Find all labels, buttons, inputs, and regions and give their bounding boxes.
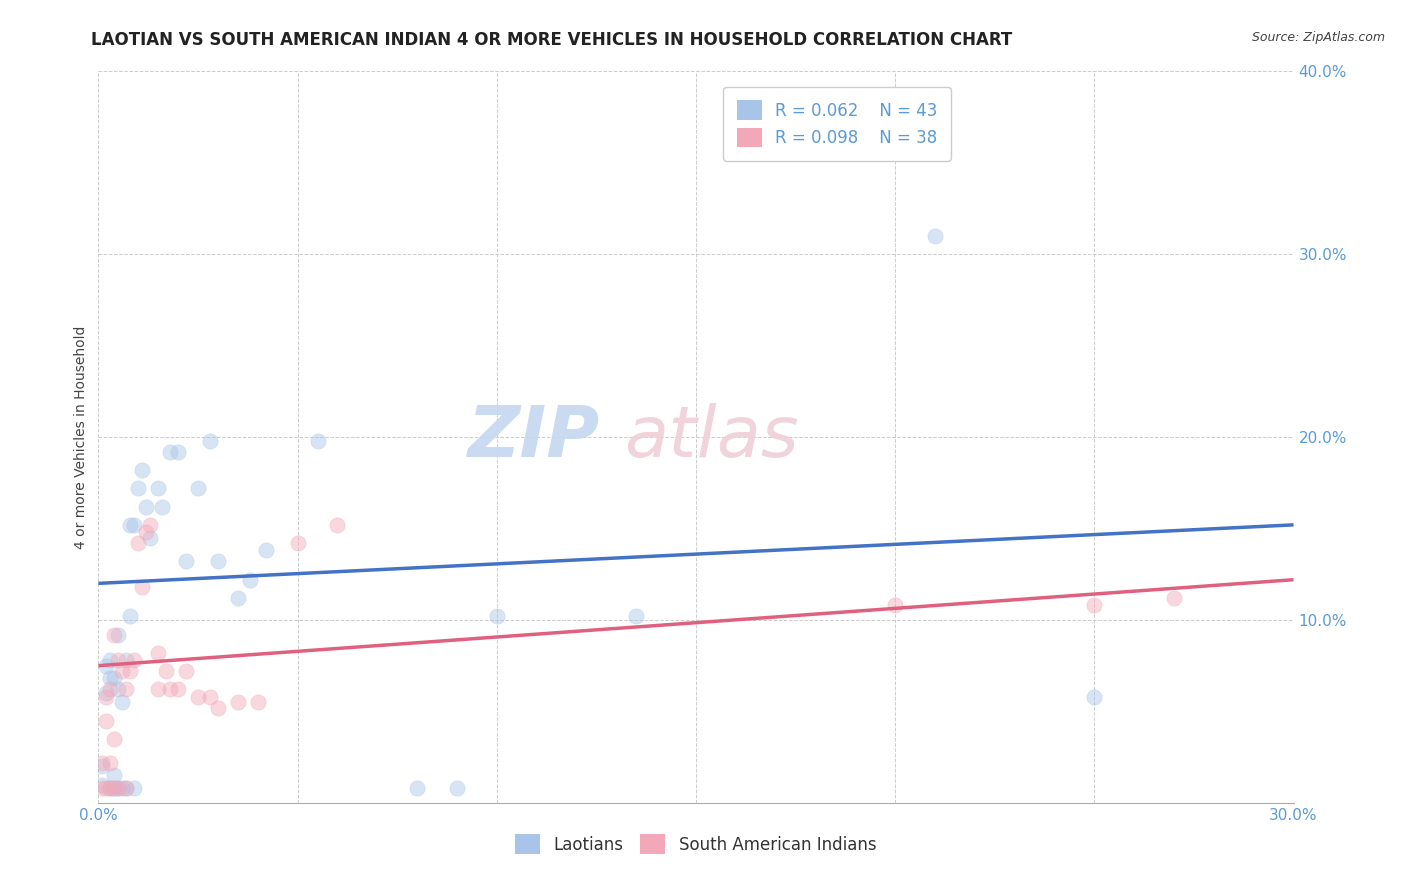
Point	[307, 434, 329, 448]
Point	[127, 481, 149, 495]
Point	[1163, 591, 1185, 605]
Point	[124, 517, 146, 532]
Point	[103, 627, 125, 641]
Point	[124, 653, 146, 667]
Point	[159, 682, 181, 697]
Point	[107, 627, 129, 641]
Y-axis label: 4 or more Vehicles in Household: 4 or more Vehicles in Household	[75, 326, 89, 549]
Point	[98, 781, 122, 796]
Text: atlas: atlas	[624, 402, 799, 472]
Point	[115, 682, 138, 697]
Point	[1083, 599, 1105, 613]
Point	[187, 690, 209, 704]
Point	[96, 781, 118, 796]
Point	[626, 609, 648, 624]
Point	[115, 781, 138, 796]
Point	[96, 714, 118, 728]
Point	[107, 682, 129, 697]
Point	[198, 434, 221, 448]
Point	[226, 591, 249, 605]
Point	[446, 781, 468, 796]
Point	[98, 756, 122, 770]
Point	[207, 700, 229, 714]
Point	[103, 731, 125, 746]
Point	[148, 646, 170, 660]
Point	[98, 781, 122, 796]
Point	[148, 682, 170, 697]
Point	[120, 609, 142, 624]
Point	[107, 781, 129, 796]
Point	[120, 664, 142, 678]
Point	[174, 554, 197, 568]
Point	[91, 781, 114, 796]
Point	[107, 653, 129, 667]
Text: LAOTIAN VS SOUTH AMERICAN INDIAN 4 OR MORE VEHICLES IN HOUSEHOLD CORRELATION CHA: LAOTIAN VS SOUTH AMERICAN INDIAN 4 OR MO…	[91, 31, 1012, 49]
Point	[155, 664, 177, 678]
Point	[98, 672, 122, 686]
Point	[174, 664, 197, 678]
Point	[207, 554, 229, 568]
Point	[167, 444, 190, 458]
Point	[115, 653, 138, 667]
Point	[139, 517, 162, 532]
Point	[107, 781, 129, 796]
Point	[96, 686, 118, 700]
Point	[254, 543, 277, 558]
Point	[111, 664, 134, 678]
Point	[96, 690, 118, 704]
Point	[135, 525, 157, 540]
Point	[150, 500, 173, 514]
Point	[91, 756, 114, 770]
Point	[111, 695, 134, 709]
Point	[91, 759, 114, 773]
Point	[1083, 690, 1105, 704]
Point	[287, 536, 309, 550]
Point	[98, 682, 122, 697]
Point	[103, 672, 125, 686]
Point	[131, 580, 153, 594]
Point	[103, 781, 125, 796]
Point	[148, 481, 170, 495]
Point	[124, 781, 146, 796]
Text: Source: ZipAtlas.com: Source: ZipAtlas.com	[1251, 31, 1385, 45]
Point	[135, 500, 157, 514]
Point	[187, 481, 209, 495]
Point	[239, 573, 262, 587]
Point	[131, 463, 153, 477]
Text: ZIP: ZIP	[468, 402, 600, 472]
Point	[246, 695, 269, 709]
Point	[103, 781, 125, 796]
Point	[226, 695, 249, 709]
Point	[115, 781, 138, 796]
Point	[103, 768, 125, 782]
Point	[96, 658, 118, 673]
Point	[326, 517, 349, 532]
Point	[884, 599, 907, 613]
Point	[406, 781, 429, 796]
Point	[167, 682, 190, 697]
Point	[159, 444, 181, 458]
Point	[485, 609, 508, 624]
Point	[98, 653, 122, 667]
Point	[198, 690, 221, 704]
Point	[91, 778, 114, 792]
Point	[139, 531, 162, 545]
Legend: Laotians, South American Indians: Laotians, South American Indians	[509, 828, 883, 860]
Point	[120, 517, 142, 532]
Point	[111, 781, 134, 796]
Point	[127, 536, 149, 550]
Point	[924, 229, 946, 244]
